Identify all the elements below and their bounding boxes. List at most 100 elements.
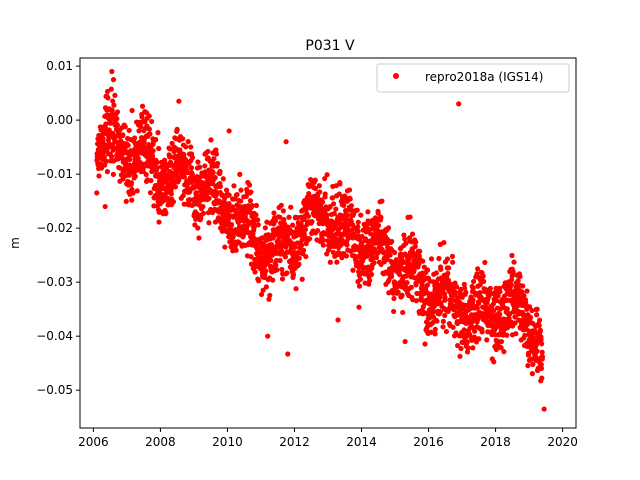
data-point: [525, 350, 532, 356]
data-point: [265, 333, 271, 339]
data-point: [270, 277, 276, 283]
data-point: [123, 198, 129, 204]
data-point: [263, 268, 269, 274]
data-point: [440, 324, 446, 330]
data-point: [163, 210, 169, 216]
data-point: [221, 195, 228, 202]
data-point: [208, 137, 214, 143]
data-point: [150, 148, 156, 154]
data-point: [401, 232, 407, 238]
data-point: [149, 153, 156, 159]
data-point: [397, 271, 403, 278]
data-point: [104, 169, 110, 175]
data-point: [180, 193, 186, 199]
data-point: [167, 146, 173, 152]
data-point: [255, 222, 261, 228]
data-point: [541, 406, 547, 412]
data-point: [463, 289, 469, 295]
data-point: [480, 273, 486, 279]
data-point: [366, 226, 372, 233]
data-point: [391, 308, 397, 315]
y-tick-label: −0.05: [36, 383, 73, 397]
data-point: [534, 306, 540, 312]
data-point: [538, 365, 545, 371]
data-point: [461, 281, 467, 287]
chart-title: P031 V: [305, 38, 355, 54]
data-point: [127, 156, 133, 163]
legend-marker: [393, 73, 399, 79]
x-tick-label: 2012: [279, 435, 310, 449]
data-point: [424, 267, 431, 273]
data-point: [193, 190, 199, 196]
data-point: [112, 92, 118, 98]
data-point: [356, 304, 362, 310]
data-point: [424, 282, 431, 288]
data-point: [234, 192, 240, 198]
data-point: [296, 255, 302, 261]
data-point: [309, 219, 315, 225]
data-point: [320, 237, 326, 243]
x-tick-label: 2014: [346, 435, 377, 449]
data-point: [109, 107, 115, 113]
data-point: [277, 214, 283, 220]
data-point: [185, 139, 191, 145]
data-point: [433, 270, 439, 276]
data-point: [302, 226, 309, 233]
data-point: [520, 283, 526, 289]
data-point: [419, 282, 425, 288]
data-point: [407, 214, 413, 220]
data-point: [497, 306, 503, 312]
data-point: [432, 331, 438, 337]
data-point: [428, 329, 434, 335]
data-point: [409, 231, 416, 237]
data-point: [404, 280, 410, 286]
data-point: [539, 375, 545, 381]
data-point: [265, 232, 272, 238]
legend-box: [376, 63, 570, 93]
data-point: [538, 361, 544, 368]
data-point: [213, 147, 219, 153]
data-point: [253, 212, 259, 218]
data-point: [412, 243, 418, 249]
data-point: [470, 345, 476, 351]
data-point: [282, 254, 289, 260]
data-point: [522, 332, 528, 338]
data-point: [286, 214, 292, 220]
data-point: [432, 326, 438, 333]
data-point: [403, 240, 409, 247]
data-point: [465, 345, 471, 351]
data-point: [126, 162, 133, 168]
data-point: [534, 312, 540, 318]
data-point: [220, 176, 226, 182]
plot-border: [79, 57, 577, 429]
data-point: [350, 267, 356, 273]
data-point: [331, 211, 337, 217]
data-point: [388, 273, 395, 280]
data-point: [110, 77, 117, 83]
data-point: [337, 181, 343, 187]
data-point: [252, 269, 258, 275]
data-point: [449, 253, 456, 259]
data-point: [128, 180, 134, 186]
data-point: [238, 198, 244, 204]
data-point: [399, 292, 405, 298]
data-point: [524, 288, 530, 294]
data-point: [174, 126, 180, 132]
data-point: [154, 159, 160, 165]
data-point: [217, 168, 223, 174]
data-point: [320, 242, 326, 248]
data-point: [462, 285, 468, 291]
data-point: [403, 273, 409, 279]
data-point: [487, 285, 493, 291]
data-point: [470, 297, 476, 303]
data-point: [422, 341, 428, 347]
data-point: [153, 137, 159, 143]
data-point: [306, 236, 313, 242]
data-point: [281, 216, 287, 223]
y-axis: 0.01 0.00 −0.01 −0.02 −0.03 −0.04 −0.05: [36, 59, 80, 397]
data-point: [458, 345, 464, 352]
data-point: [253, 202, 260, 209]
data-point: [530, 361, 536, 367]
data-point: [251, 236, 258, 242]
data-point: [290, 272, 297, 278]
